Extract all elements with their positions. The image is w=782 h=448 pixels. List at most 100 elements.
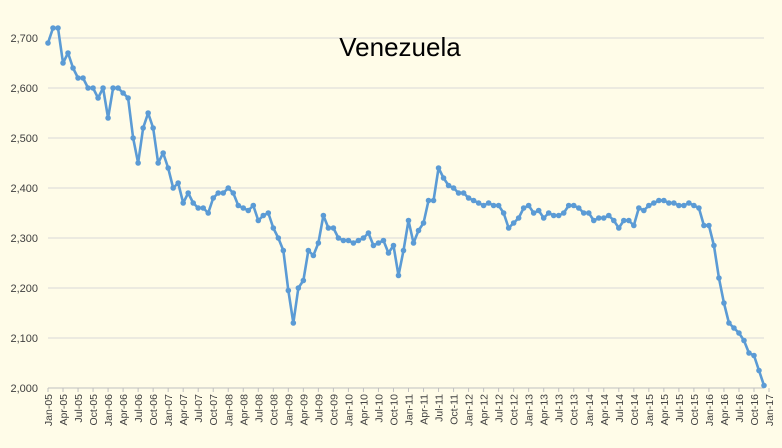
data-point [641,207,647,214]
x-tick-label: Jan-15 [644,394,656,426]
data-point [130,135,136,141]
data-point [485,200,492,206]
data-point [190,200,197,206]
data-point [385,250,392,256]
data-point [595,215,602,221]
x-tick-label: Oct-09 [328,394,340,426]
x-tick-label: Oct-11 [449,394,461,425]
x-tick-label: Jul-14 [614,394,626,423]
data-point [410,240,417,246]
data-point [746,350,752,356]
data-point [731,325,737,331]
data-point [540,215,547,221]
data-point [430,197,437,204]
data-point [435,165,442,171]
x-tick-label: Oct-10 [388,394,400,426]
data-point [200,205,207,211]
x-tick-label: Apr-11 [419,394,431,425]
x-tick-label: Jul-12 [494,394,506,423]
data-point [585,210,592,216]
data-point [255,217,262,224]
data-point [636,205,642,211]
data-point [285,287,292,294]
data-point [80,75,86,81]
data-point [651,200,657,206]
data-point [751,352,757,359]
y-tick-label: 2,600 [10,83,38,95]
data-point [621,217,627,224]
x-tick-label: Jul-05 [73,394,85,423]
x-tick-label: Oct-13 [569,394,581,426]
data-point [205,210,212,216]
data-point [95,95,101,101]
y-axis-ticks: 2,000 2,100 2,200 2,300 2,400 2,500 2,600 2,700 [10,33,38,395]
x-tick-label: Apr-09 [298,394,310,426]
data-point [50,25,56,31]
data-point [280,247,287,254]
data-point [706,222,712,229]
data-point [610,217,617,224]
data-point [490,202,497,209]
x-tick-label: Jul-08 [253,394,265,423]
data-point [455,190,462,196]
data-point [270,225,277,231]
data-point [390,242,397,249]
data-point [235,202,242,209]
x-tick-label: Jan-12 [464,394,476,426]
data-point [240,205,247,211]
x-tick-label: Jan-11 [404,394,416,425]
x-tick-label: Jan-09 [283,394,295,426]
data-point [415,227,422,234]
x-tick-label: Jan-05 [43,394,55,426]
data-point [120,90,126,96]
data-point [465,195,472,201]
data-point [450,185,457,191]
data-point [615,225,622,231]
data-point [310,252,317,259]
data-point [550,212,557,219]
data-point [535,207,542,214]
data-point [470,197,477,204]
x-tick-label: Oct-14 [629,394,641,426]
x-tick-label: Jan-07 [163,394,175,426]
series-line [46,26,766,386]
x-tick-label: Jul-15 [674,394,686,423]
x-tick-label: Jan-10 [343,394,355,426]
data-point [590,217,597,224]
data-point [405,217,412,224]
x-tick-label: Apr-15 [659,394,671,426]
data-point [195,205,202,211]
data-point [65,50,71,56]
data-point [155,160,161,166]
x-tick-label: Jul-07 [193,394,205,423]
data-point [340,237,347,244]
data-point [210,195,217,201]
x-tick-label: Apr-10 [358,394,370,426]
x-tick-label: Oct-15 [689,394,701,426]
x-tick-label: Apr-12 [479,394,491,426]
gridlines [48,37,764,339]
x-tick-label: Jul-10 [373,394,385,423]
data-point [245,207,252,214]
data-point [445,182,452,189]
data-point [565,202,572,209]
data-point [305,247,312,254]
x-tick-label: Oct-05 [88,394,100,426]
data-point [230,190,237,196]
data-point [225,185,232,191]
data-point [510,220,517,226]
data-point [666,200,672,206]
data-point [370,242,377,249]
data-point [180,200,186,206]
data-point [380,237,387,244]
data-point [626,217,632,224]
data-point [165,165,171,171]
data-point [500,210,507,216]
y-tick-label: 2,400 [10,183,38,195]
data-point [265,210,272,216]
x-tick-label: Jul-16 [734,394,746,423]
data-point [355,237,362,244]
data-point [160,150,166,156]
data-point [345,237,352,244]
